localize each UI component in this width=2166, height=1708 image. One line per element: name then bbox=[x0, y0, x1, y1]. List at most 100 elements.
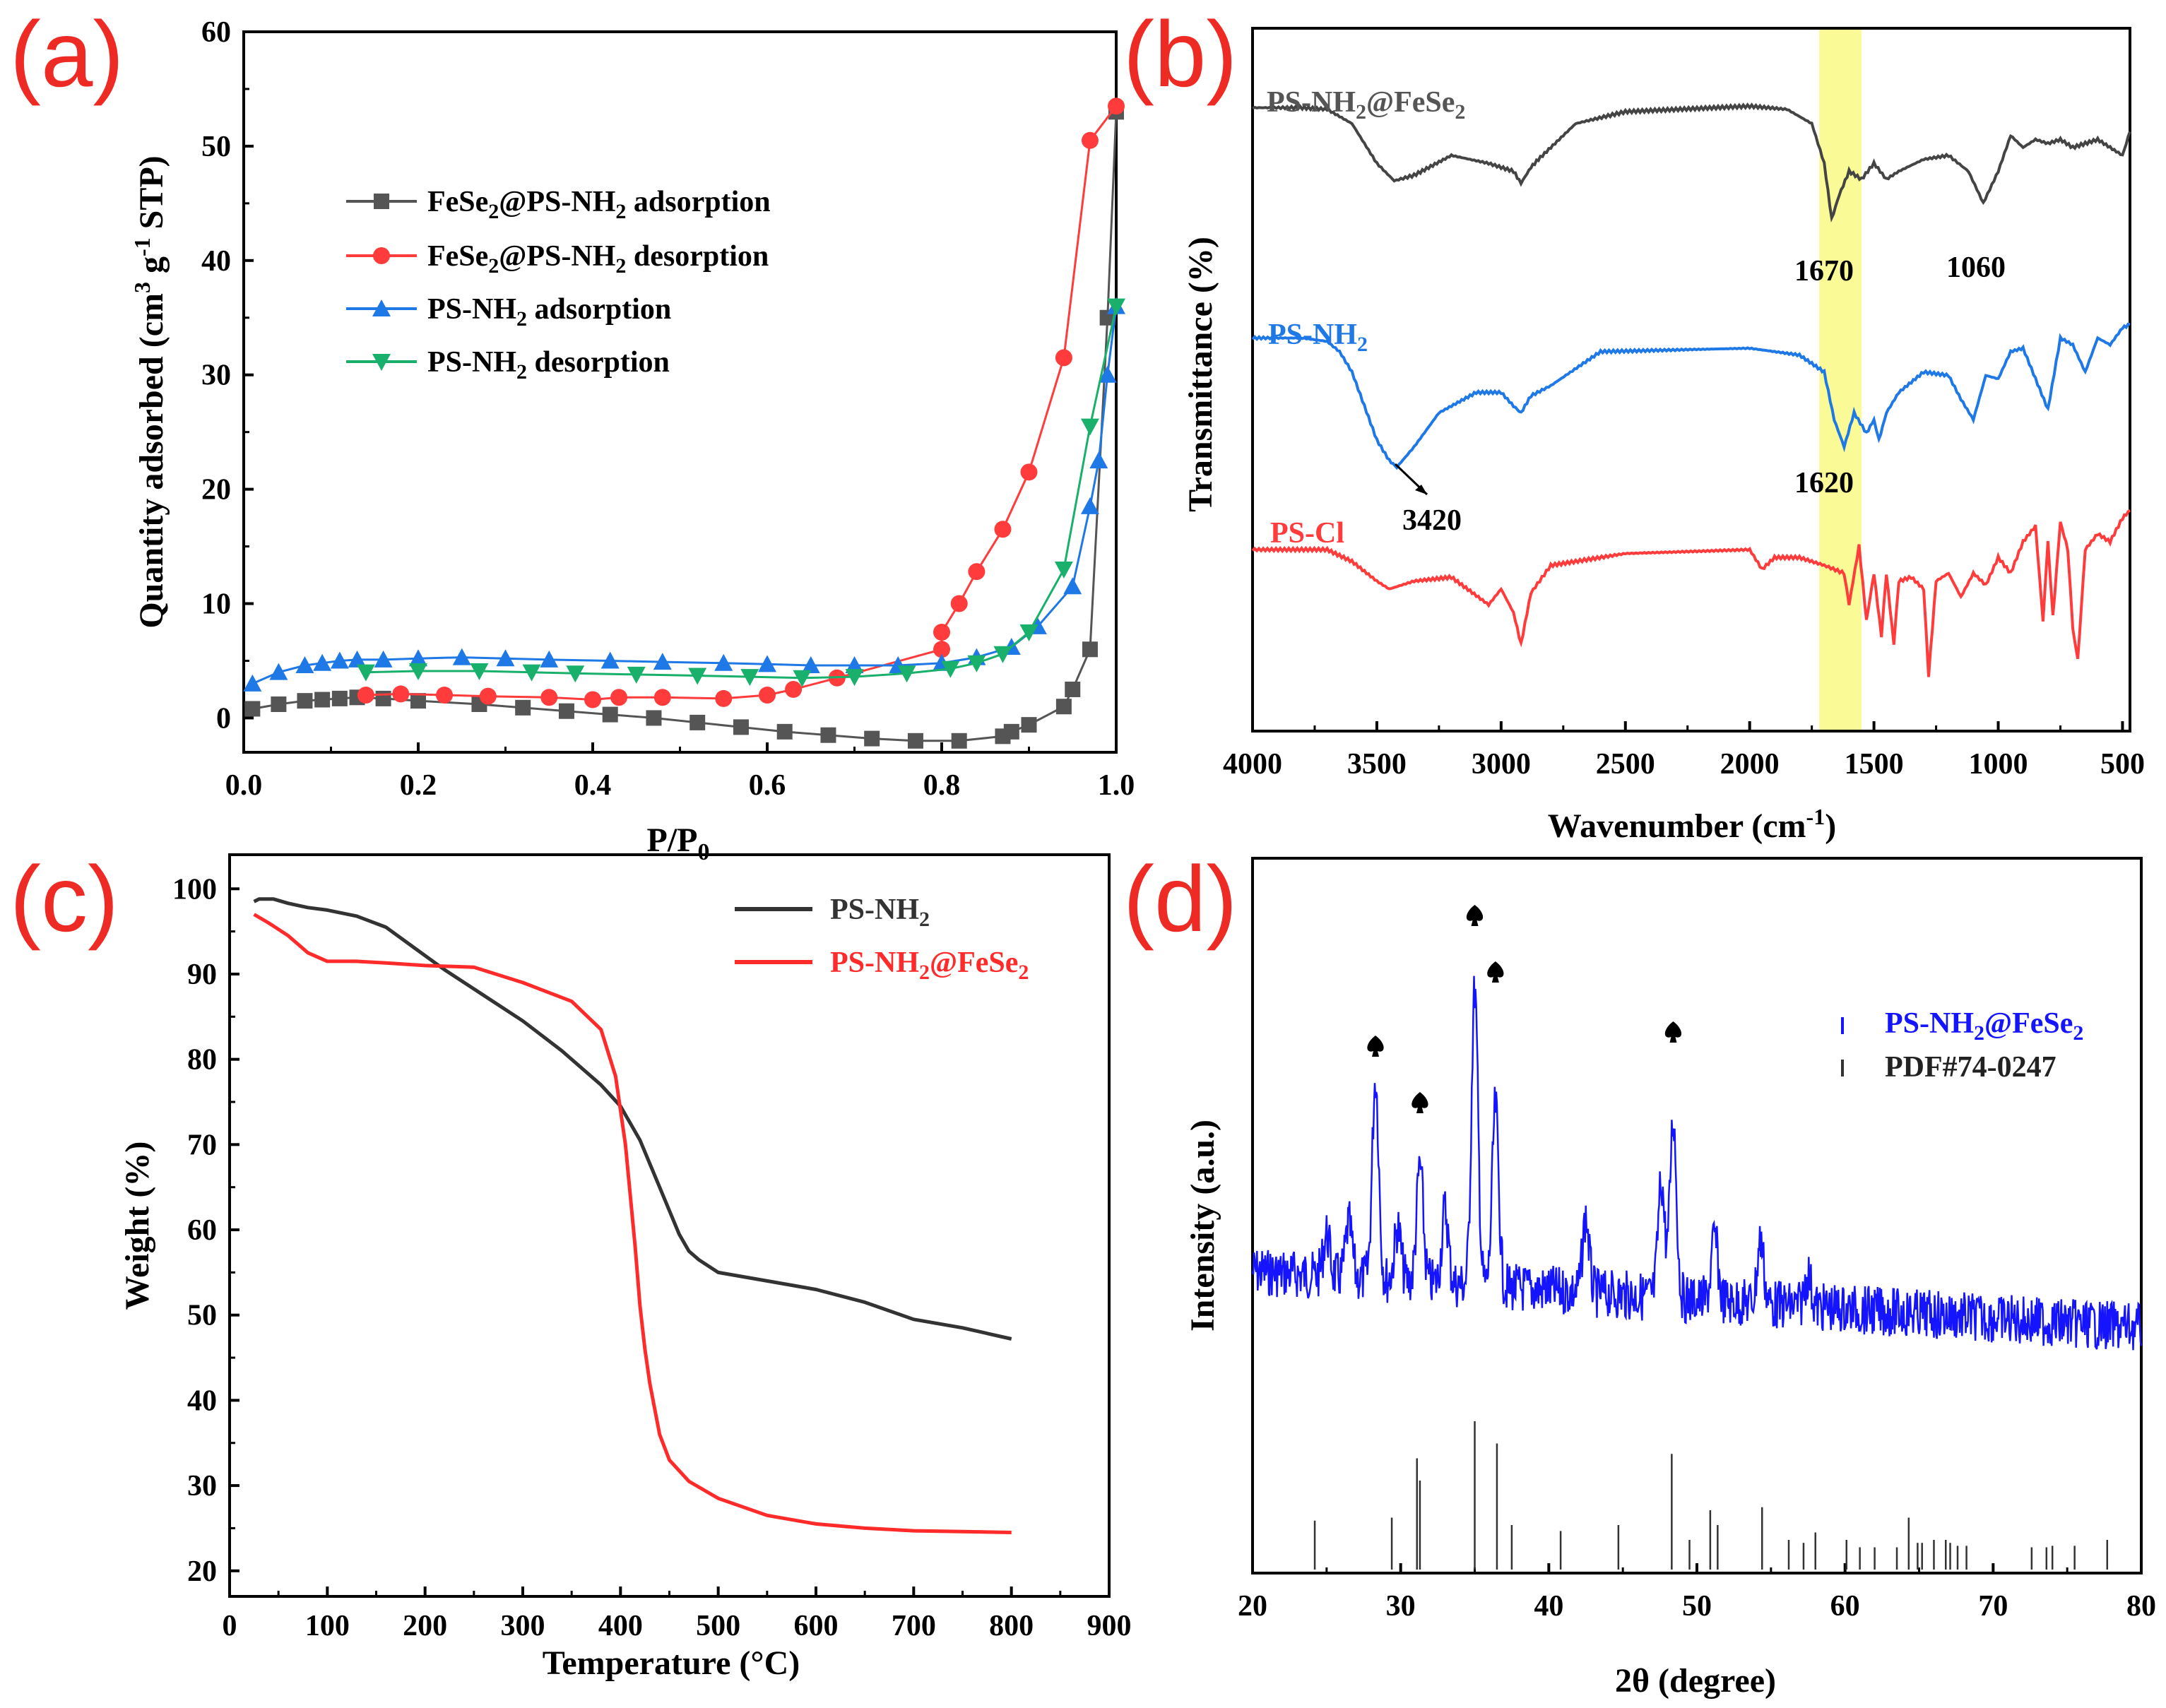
panel-c-tga: (c) 0 100 200 300 400 500 600 700 800 900 20 30 40 50… bbox=[10, 847, 1132, 1682]
data-point bbox=[688, 668, 707, 685]
panel-d-reference-lines bbox=[1313, 1421, 2109, 1570]
data-point bbox=[1065, 681, 1081, 697]
svg-text:Intensity (a.u.): Intensity (a.u.) bbox=[1184, 1120, 1221, 1332]
data-point bbox=[515, 699, 531, 716]
x-tick-label: 1.0 bbox=[1098, 769, 1135, 802]
data-point bbox=[271, 696, 287, 712]
data-point bbox=[540, 689, 558, 706]
svg-text:P/P0: P/P0 bbox=[647, 822, 710, 865]
y-tick-label: 30 bbox=[187, 1470, 217, 1502]
panel-d-series bbox=[1251, 975, 2143, 1351]
data-point bbox=[733, 719, 749, 735]
data-point bbox=[374, 650, 393, 668]
spectrum-line-0 bbox=[1252, 102, 2131, 223]
y-tick-label: 80 bbox=[187, 1044, 217, 1077]
data-point bbox=[759, 687, 776, 704]
panel-b-ticks: 4000 3500 3000 2500 2000 1500 1000 500 bbox=[1223, 721, 2145, 781]
x-tick-label: 900 bbox=[1087, 1610, 1132, 1642]
panel-b-series bbox=[1251, 102, 2131, 677]
data-point bbox=[845, 669, 864, 687]
y-tick-label: 40 bbox=[187, 1384, 217, 1417]
data-point bbox=[584, 691, 601, 708]
data-point bbox=[244, 701, 261, 717]
panel-b-series-label-ps-cl: PS-Cl bbox=[1270, 517, 1344, 550]
panel-c-series bbox=[253, 897, 1012, 1534]
data-point bbox=[1063, 577, 1082, 595]
data-point bbox=[392, 685, 410, 703]
x-tick-label: 100 bbox=[305, 1610, 350, 1642]
y-tick-label: 60 bbox=[187, 1214, 217, 1247]
data-point bbox=[295, 656, 314, 673]
panel-label-d: (d) bbox=[1123, 847, 1237, 951]
data-point bbox=[1055, 699, 1072, 715]
x-tick-label: 1000 bbox=[1969, 748, 2028, 781]
data-point bbox=[950, 595, 968, 612]
panel-b-series-label-feSe2: PS-NH2@FeSe2 bbox=[1267, 86, 1465, 124]
data-point bbox=[314, 692, 331, 708]
data-point bbox=[540, 650, 559, 668]
x-tick-label: 3000 bbox=[1472, 748, 1531, 781]
legend-marker bbox=[373, 247, 390, 264]
y-tick-label: 50 bbox=[187, 1300, 217, 1332]
data-point bbox=[436, 687, 454, 704]
xrd-pattern-line bbox=[1251, 975, 2143, 1351]
x-tick-label: 600 bbox=[794, 1610, 839, 1642]
y-tick-label: 0 bbox=[216, 702, 231, 735]
data-point bbox=[243, 674, 262, 692]
legend-entry: PS-NH2 adsorption bbox=[427, 293, 671, 331]
data-point bbox=[330, 651, 349, 669]
tga-line-0 bbox=[253, 897, 1012, 1341]
svg-text:PS-NH2@FeSe2: PS-NH2@FeSe2 bbox=[830, 947, 1029, 984]
peak-marker-icon bbox=[1466, 905, 1484, 926]
panel-d-xrd: (d) 20 30 40 50 60 70 80 PS-NH2@FeSe2 PDF#74-0… bbox=[1123, 847, 2156, 1700]
svg-text:PS-Cl: PS-Cl bbox=[1270, 517, 1344, 550]
data-point bbox=[470, 663, 489, 681]
data-point bbox=[356, 664, 375, 682]
data-point bbox=[1080, 418, 1099, 436]
data-point bbox=[993, 646, 1012, 663]
x-tick-label: 2000 bbox=[1720, 748, 1780, 781]
panel-label-b: (b) bbox=[1123, 2, 1237, 106]
data-point bbox=[600, 651, 620, 669]
data-point bbox=[1081, 131, 1099, 149]
data-point bbox=[740, 669, 759, 687]
data-point bbox=[602, 706, 618, 723]
data-point bbox=[1082, 641, 1098, 658]
panel-label-c: (c) bbox=[10, 847, 119, 951]
data-point bbox=[1108, 97, 1125, 115]
panel-a-ticks: 0.0 0.2 0.4 0.6 0.8 1.0 0 10 20 30 40 50 60 bbox=[201, 16, 1135, 802]
data-point bbox=[1003, 723, 1019, 740]
data-point bbox=[653, 689, 671, 706]
svg-text:Weight (%): Weight (%) bbox=[119, 1141, 156, 1310]
annotation-1060: 1060 bbox=[1946, 251, 2006, 284]
data-point bbox=[845, 656, 864, 673]
y-tick-label: 60 bbox=[201, 16, 231, 49]
data-point bbox=[610, 689, 628, 706]
svg-text:Quantity adsorbed (cm3 g-1 STP: Quantity adsorbed (cm3 g-1 STP) bbox=[129, 155, 170, 628]
panel-c-y-axis-title: Weight (%) bbox=[119, 1141, 156, 1310]
x-tick-label: 400 bbox=[598, 1610, 643, 1642]
peak-marker-icon bbox=[1664, 1021, 1682, 1043]
data-point bbox=[933, 641, 950, 658]
data-point bbox=[785, 680, 803, 698]
panel-d-ticks: 20 30 40 50 60 70 80 bbox=[1238, 1563, 2156, 1623]
svg-text:PS-NH2: PS-NH2 bbox=[1268, 319, 1368, 356]
legend-entry: FeSe2@PS-NH2 desorption bbox=[427, 240, 769, 278]
y-tick-label: 20 bbox=[187, 1555, 217, 1588]
peak-marker-icon bbox=[1412, 1092, 1428, 1113]
legend-marker bbox=[372, 300, 391, 316]
data-point bbox=[951, 733, 967, 749]
panel-d-peak-markers bbox=[1367, 905, 1682, 1113]
panel-b-series-label-ps-nh2: PS-NH2 bbox=[1268, 319, 1368, 356]
data-point bbox=[1055, 349, 1072, 367]
series-line-3 bbox=[365, 306, 1118, 680]
panel-d-x-axis-title: 2θ (degree) bbox=[1615, 1662, 1776, 1700]
data-point bbox=[1021, 717, 1037, 733]
data-point bbox=[646, 710, 662, 726]
tga-line-1 bbox=[253, 913, 1012, 1534]
x-tick-label: 3500 bbox=[1347, 748, 1407, 781]
svg-text:Transmittance (%): Transmittance (%) bbox=[1182, 237, 1219, 512]
x-tick-label: 0.4 bbox=[574, 769, 612, 802]
panel-c-ticks: 0 100 200 300 400 500 600 700 800 900 20 30 40 50 60 70… bbox=[172, 873, 1132, 1642]
panel-b-x-axis-title: Wavenumber (cm-1) bbox=[1548, 804, 1836, 845]
